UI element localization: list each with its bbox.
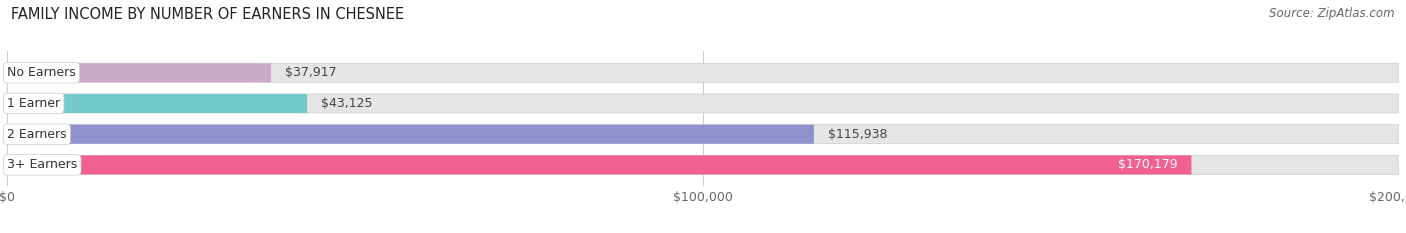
Text: $37,917: $37,917 — [285, 66, 336, 79]
Text: $115,938: $115,938 — [828, 128, 887, 141]
FancyBboxPatch shape — [7, 155, 1191, 175]
FancyBboxPatch shape — [7, 125, 1399, 144]
FancyBboxPatch shape — [7, 63, 1399, 82]
Text: $170,179: $170,179 — [1118, 158, 1177, 171]
FancyBboxPatch shape — [7, 94, 1399, 113]
Text: 2 Earners: 2 Earners — [7, 128, 66, 141]
Text: 1 Earner: 1 Earner — [7, 97, 60, 110]
Text: Source: ZipAtlas.com: Source: ZipAtlas.com — [1270, 7, 1395, 20]
FancyBboxPatch shape — [7, 63, 271, 82]
FancyBboxPatch shape — [7, 125, 814, 144]
Text: No Earners: No Earners — [7, 66, 76, 79]
FancyBboxPatch shape — [7, 155, 1399, 175]
Text: $43,125: $43,125 — [321, 97, 373, 110]
FancyBboxPatch shape — [7, 94, 307, 113]
Text: 3+ Earners: 3+ Earners — [7, 158, 77, 171]
Text: FAMILY INCOME BY NUMBER OF EARNERS IN CHESNEE: FAMILY INCOME BY NUMBER OF EARNERS IN CH… — [11, 7, 405, 22]
